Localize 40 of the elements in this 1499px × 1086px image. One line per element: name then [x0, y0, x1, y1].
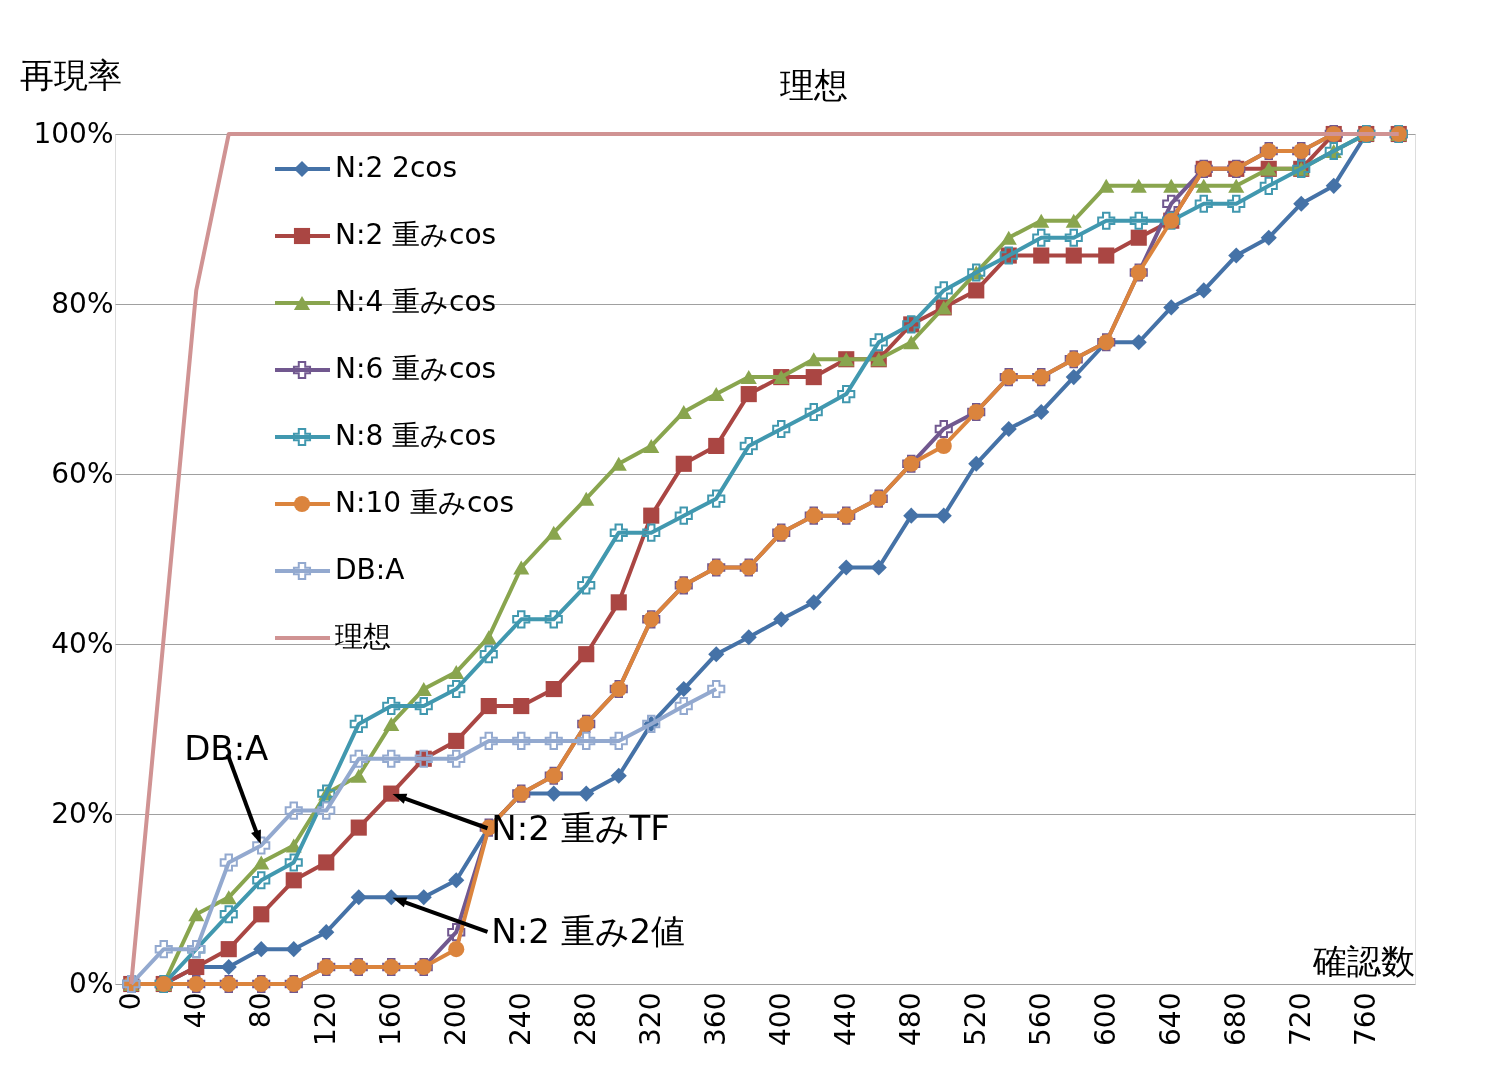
x-tick-label: 560 — [1023, 992, 1057, 1046]
x-tick-label: 40 — [178, 992, 212, 1029]
y-tick-label: 80% — [51, 286, 114, 320]
x-tick-label: 760 — [1348, 992, 1382, 1046]
legend-label: N:4 重みcos — [335, 285, 497, 318]
x-tick-label: 320 — [633, 992, 667, 1046]
x-tick-label: 440 — [828, 992, 862, 1046]
x-tick-label: 240 — [503, 992, 537, 1046]
x-tick-label: 360 — [698, 992, 732, 1046]
x-tick-label: 480 — [893, 992, 927, 1046]
y-tick-label: 0% — [69, 966, 114, 1000]
legend-label: N:10 重みcos — [335, 486, 515, 519]
legend-label: DB:A — [335, 553, 405, 586]
x-tick-label: 520 — [958, 992, 992, 1046]
annotation: DB:A — [184, 728, 269, 769]
legend-label: N:6 重みcos — [335, 352, 497, 385]
x-tick-label: 120 — [308, 992, 342, 1046]
legend-label: N:2 重みcos — [335, 218, 497, 251]
legend-label: N:2 2cos — [335, 151, 458, 184]
x-tick-label: 680 — [1218, 992, 1252, 1046]
x-tick-label: 400 — [763, 992, 797, 1046]
x-axis-title: 確認数 — [1312, 941, 1415, 981]
legend-label: N:8 重みcos — [335, 419, 497, 452]
x-tick-label: 720 — [1283, 992, 1317, 1046]
x-tick-label: 200 — [438, 992, 472, 1046]
y-tick-label: 100% — [33, 116, 114, 150]
x-tick-label: 640 — [1153, 992, 1187, 1046]
x-tick-label: 0 — [113, 992, 147, 1011]
x-tick-label: 80 — [243, 992, 277, 1029]
y-tick-label: 60% — [51, 456, 114, 490]
x-tick-label: 280 — [568, 992, 602, 1046]
legend-label: 理想 — [335, 620, 391, 653]
y-tick-label: 40% — [51, 626, 114, 660]
annotation: N:2 重みTF — [491, 807, 670, 848]
x-tick-label: 160 — [373, 992, 407, 1046]
x-tick-label: 600 — [1088, 992, 1122, 1046]
y-tick-label: 20% — [51, 796, 114, 830]
y-axis-title: 再現率 — [20, 55, 122, 95]
annotation: 理想 — [779, 65, 848, 105]
annotation: N:2 重み2値 — [491, 911, 686, 952]
